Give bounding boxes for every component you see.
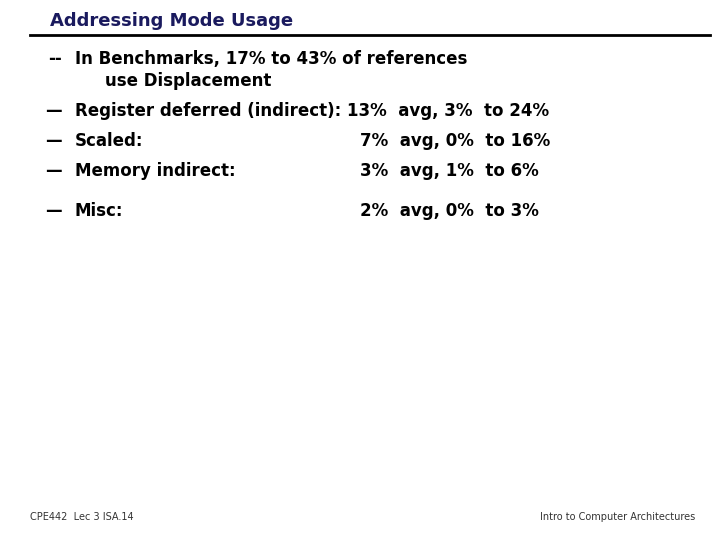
Text: --: -- xyxy=(48,50,62,68)
Text: —: — xyxy=(45,102,62,120)
Text: —: — xyxy=(45,202,62,220)
Text: Memory indirect:: Memory indirect: xyxy=(75,162,235,180)
Text: Addressing Mode Usage: Addressing Mode Usage xyxy=(50,12,293,30)
Text: use Displacement: use Displacement xyxy=(105,72,271,90)
Text: Scaled:: Scaled: xyxy=(75,132,143,150)
Text: —: — xyxy=(45,162,62,180)
Text: Register deferred (indirect): 13%  avg, 3%  to 24%: Register deferred (indirect): 13% avg, 3… xyxy=(75,102,549,120)
Text: CPE442  Lec 3 ISA.14: CPE442 Lec 3 ISA.14 xyxy=(30,512,134,522)
Text: Intro to Computer Architectures: Intro to Computer Architectures xyxy=(540,512,695,522)
Text: In Benchmarks, 17% to 43% of references: In Benchmarks, 17% to 43% of references xyxy=(75,50,467,68)
Text: —: — xyxy=(45,132,62,150)
Text: 7%  avg, 0%  to 16%: 7% avg, 0% to 16% xyxy=(360,132,550,150)
Text: 2%  avg, 0%  to 3%: 2% avg, 0% to 3% xyxy=(360,202,539,220)
Text: Misc:: Misc: xyxy=(75,202,124,220)
Text: 3%  avg, 1%  to 6%: 3% avg, 1% to 6% xyxy=(360,162,539,180)
